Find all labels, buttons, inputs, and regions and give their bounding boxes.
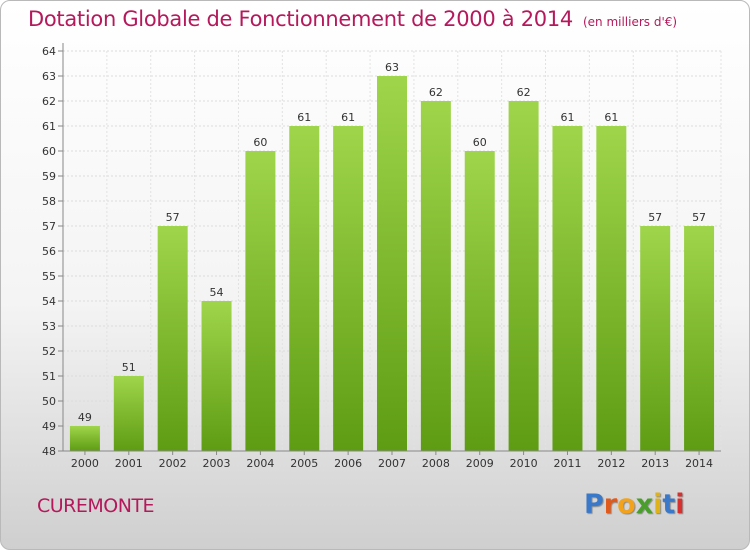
bar <box>289 126 320 451</box>
data-label: 57 <box>692 211 706 224</box>
bars <box>69 76 715 451</box>
bar <box>333 126 364 451</box>
chart-title: Dotation Globale de Fonctionnement de 20… <box>28 7 677 31</box>
x-tick-label: 2002 <box>159 457 187 470</box>
x-tick-label: 2005 <box>290 457 318 470</box>
data-label: 54 <box>210 286 224 299</box>
x-tick-label: 2006 <box>334 457 362 470</box>
y-tick-label: 57 <box>42 220 56 233</box>
bar <box>508 101 539 451</box>
labels: 48 49 50 51 52 53 54 55 56 57 58 59 60 61 62 63 64 49 2000… <box>42 45 713 470</box>
bar <box>420 101 451 451</box>
y-tick-label: 50 <box>42 395 56 408</box>
y-tick-label: 51 <box>42 370 56 383</box>
bar <box>377 76 407 451</box>
chart-title-text: Dotation Globale de Fonctionnement de 20… <box>28 7 573 31</box>
data-label: 49 <box>78 411 92 424</box>
bar <box>596 126 627 451</box>
data-label: 57 <box>648 211 662 224</box>
data-label: 61 <box>560 111 574 124</box>
bar <box>464 151 495 451</box>
y-tick-label: 59 <box>42 170 56 183</box>
x-tick-label: 2010 <box>510 457 538 470</box>
logo-letter: P <box>584 489 604 520</box>
x-tick-label: 2013 <box>641 457 669 470</box>
x-tick-label: 2003 <box>203 457 231 470</box>
x-tick-label: 2001 <box>115 457 143 470</box>
data-label: 51 <box>122 361 136 374</box>
data-label: 62 <box>429 86 443 99</box>
data-label: 60 <box>473 136 487 149</box>
y-tick-label: 53 <box>42 320 56 333</box>
data-label: 63 <box>385 61 399 74</box>
axes <box>58 43 721 455</box>
x-tick-label: 2008 <box>422 457 450 470</box>
y-tick-label: 49 <box>42 420 56 433</box>
bar <box>552 126 583 451</box>
y-tick-label: 64 <box>42 45 56 58</box>
y-tick-label: 58 <box>42 195 56 208</box>
data-label: 61 <box>297 111 311 124</box>
chart-subtitle: (en milliers d'€) <box>582 15 678 29</box>
x-tick-label: 2004 <box>246 457 274 470</box>
data-label: 61 <box>341 111 355 124</box>
logo-letter: i <box>653 489 663 520</box>
y-tick-label: 61 <box>42 120 56 133</box>
bar <box>245 151 276 451</box>
logo-letter: t <box>662 489 676 520</box>
x-tick-label: 2000 <box>71 457 99 470</box>
data-label: 60 <box>253 136 267 149</box>
y-tick-label: 54 <box>42 295 56 308</box>
x-tick-label: 2009 <box>466 457 494 470</box>
y-tick-label: 52 <box>42 345 56 358</box>
data-label: 62 <box>517 86 531 99</box>
y-tick-label: 55 <box>42 270 56 283</box>
logo-letter: r <box>603 489 618 520</box>
logo-letter: i <box>675 489 685 520</box>
logo-letter: o <box>617 489 636 520</box>
bar <box>684 226 715 451</box>
x-tick-label: 2012 <box>597 457 625 470</box>
bar <box>157 226 188 451</box>
y-tick-label: 60 <box>42 145 56 158</box>
y-tick-label: 62 <box>42 95 56 108</box>
proxiti-logo: Proxiti <box>584 489 685 520</box>
logo-letter: x <box>635 489 654 520</box>
data-label: 61 <box>604 111 618 124</box>
y-tick-label: 48 <box>42 445 56 458</box>
x-tick-label: 2014 <box>685 457 713 470</box>
commune-name: CUREMONTE <box>37 495 155 517</box>
bar <box>113 376 144 451</box>
x-tick-label: 2007 <box>378 457 406 470</box>
y-tick-label: 56 <box>42 245 56 258</box>
bar <box>640 226 671 451</box>
bar <box>69 426 100 451</box>
bar <box>201 301 232 451</box>
data-label: 57 <box>166 211 180 224</box>
y-tick-label: 63 <box>42 70 56 83</box>
x-tick-label: 2011 <box>553 457 581 470</box>
